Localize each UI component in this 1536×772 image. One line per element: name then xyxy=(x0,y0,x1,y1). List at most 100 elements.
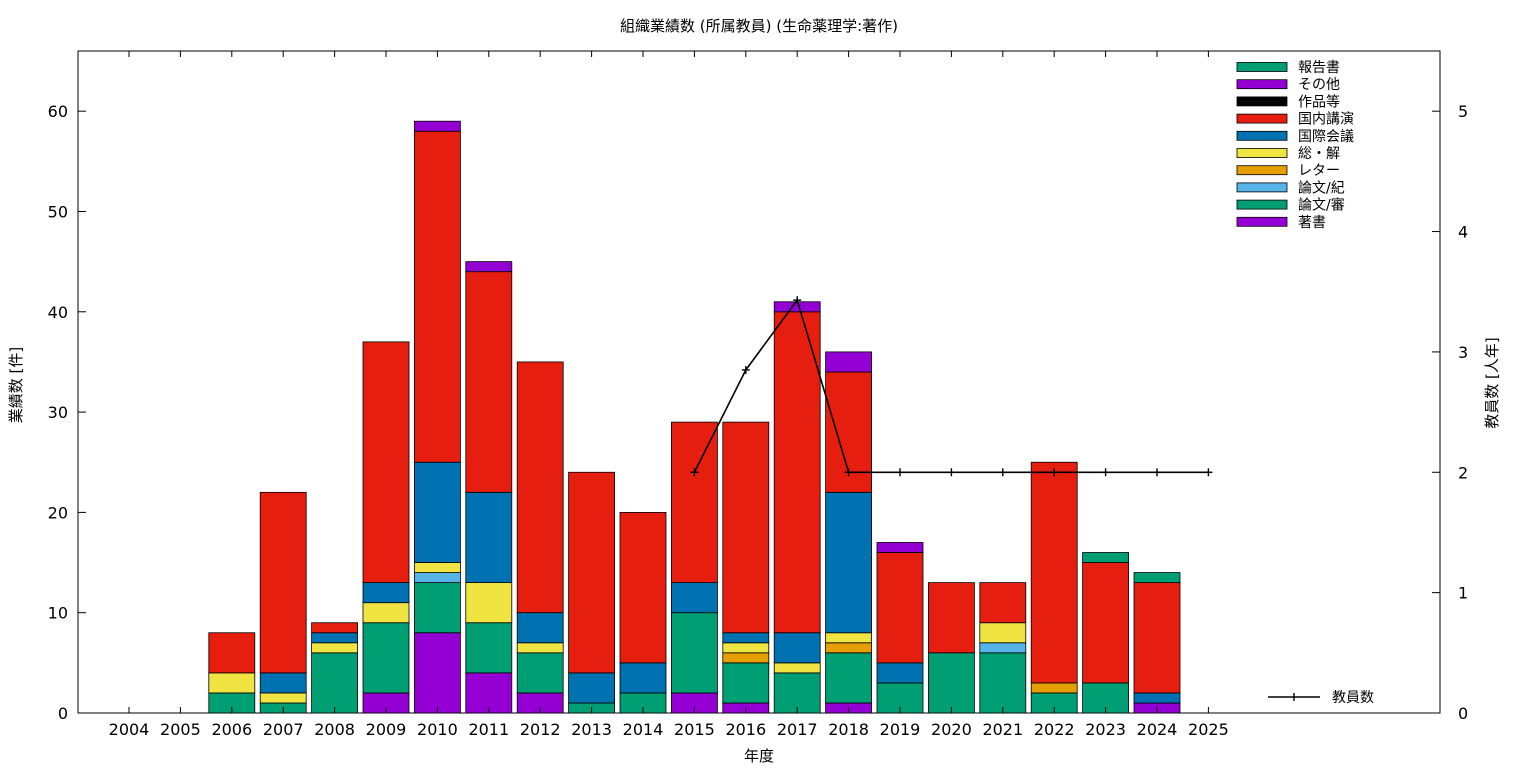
y2-tick-label-1: 1 xyxy=(1458,584,1468,603)
y-axis-label: 業績数 [件] xyxy=(7,347,25,423)
legend-swatch-国際会議 xyxy=(1236,130,1288,141)
bar-総・解-2021 xyxy=(979,622,1027,644)
y-tick-label-50: 50 xyxy=(48,202,68,221)
x-tick-label-2022: 2022 xyxy=(1034,720,1075,739)
point-教員数-2019 xyxy=(896,468,904,477)
x-tick-label-2008: 2008 xyxy=(314,720,355,739)
bar-著書-2010 xyxy=(413,632,461,714)
bar-国際会議-2014 xyxy=(619,662,667,694)
x-tick-label-2012: 2012 xyxy=(520,720,561,739)
legend-label-作品等: 作品等 xyxy=(1298,93,1340,110)
bar-国際会議-2008 xyxy=(311,632,359,644)
x-tick-label-2007: 2007 xyxy=(263,720,304,739)
bar-国際会議-2012 xyxy=(516,612,564,644)
bar-国際会議-2019 xyxy=(876,662,924,684)
x-tick-label-2023: 2023 xyxy=(1085,720,1126,739)
legend-label-報告書: 報告書 xyxy=(1298,60,1340,76)
y-tick-label-30: 30 xyxy=(48,403,68,422)
bar-報告書-2023 xyxy=(1082,552,1129,563)
bar-国内講演-2012 xyxy=(516,361,564,614)
bar-論文/審-2018 xyxy=(825,652,872,704)
bar-国内講演-2011 xyxy=(465,271,513,493)
bar-総・解-2012 xyxy=(516,642,564,654)
legend-label-レター: レター xyxy=(1298,163,1340,179)
point-教員数-2015 xyxy=(690,468,699,477)
bar-国際会議-2017 xyxy=(773,632,821,664)
x-tick-label-2020: 2020 xyxy=(931,720,972,739)
bar-国内講演-2016 xyxy=(722,421,770,634)
bar-報告書-2024 xyxy=(1133,572,1181,584)
bar-総・解-2018 xyxy=(825,632,872,644)
bar-国際会議-2015 xyxy=(671,582,718,614)
point-教員数-2024 xyxy=(1153,468,1161,477)
point-教員数-2020 xyxy=(947,468,956,477)
legend-swatch-その他 xyxy=(1236,79,1288,90)
y-tick-label-40: 40 xyxy=(48,303,68,322)
bar-論文/審-2009 xyxy=(362,622,410,694)
bar-国内講演-2024 xyxy=(1133,582,1181,694)
x-tick-label-2024: 2024 xyxy=(1137,720,1178,739)
bar-著書-2011 xyxy=(465,672,513,714)
bar-国際会議-2011 xyxy=(465,491,513,584)
bar-国内講演-2023 xyxy=(1082,562,1129,684)
bar-総・解-2011 xyxy=(465,582,513,624)
line-教員数 xyxy=(693,298,1209,474)
legend-swatch-作品等 xyxy=(1236,96,1288,107)
legend-label-国内講演: 国内講演 xyxy=(1298,112,1354,128)
bar-国内講演-2022 xyxy=(1030,461,1078,684)
x-tick-label-2006: 2006 xyxy=(211,720,252,739)
point-教員数-2021 xyxy=(998,468,1007,477)
line-layer xyxy=(690,296,1213,477)
bar-レター-2018 xyxy=(825,642,872,654)
legend-swatch-報告書 xyxy=(1236,62,1288,72)
x-tick-label-2010: 2010 xyxy=(417,720,458,739)
bar-国際会議-2013 xyxy=(568,672,615,704)
bar-国内講演-2007 xyxy=(259,491,307,674)
y-tick-label-10: 10 xyxy=(48,604,68,623)
bar-総・解-2017 xyxy=(773,662,821,674)
legend-swatch-レター xyxy=(1236,165,1288,176)
chart-title: 組織業績数 (所属教員) (生命薬理学:著作) xyxy=(620,17,898,35)
bar-国内講演-2008 xyxy=(311,622,359,634)
x-tick-label-2019: 2019 xyxy=(880,720,921,739)
bars-layer xyxy=(208,120,1181,714)
point-教員数-2018 xyxy=(844,468,853,477)
bar-国内講演-2009 xyxy=(362,341,410,584)
point-教員数-2025 xyxy=(1204,468,1213,477)
x-tick-label-2013: 2013 xyxy=(571,720,612,739)
bar-総・解-2006 xyxy=(208,672,256,694)
legend-swatch-総・解 xyxy=(1236,148,1288,158)
y-tick-label-20: 20 xyxy=(48,503,68,522)
legend-label-著書: 著書 xyxy=(1298,215,1326,231)
bar-論文/審-2017 xyxy=(773,672,821,714)
ticks-layer: 2004 2005 2006 2007 2008 2009 2010 2011 2012 2013… xyxy=(48,51,1468,739)
bar-国内講演-2020 xyxy=(928,582,975,654)
bar-国内講演-2013 xyxy=(568,471,615,674)
bar-論文/紀-2021 xyxy=(979,642,1027,654)
bar-その他-2018 xyxy=(825,351,872,373)
bar-その他-2019 xyxy=(876,542,924,553)
bar-論文/審-2011 xyxy=(465,622,513,674)
bar-論文/紀-2010 xyxy=(413,572,461,584)
bar-レター-2022 xyxy=(1030,682,1078,694)
x-tick-label-2014: 2014 xyxy=(623,720,664,739)
legend-label-論文/審: 論文/審 xyxy=(1298,198,1345,214)
legend-swatch-論文/紀 xyxy=(1236,182,1288,193)
x-tick-label-2016: 2016 xyxy=(725,720,766,739)
legend-label-国際会議: 国際会議 xyxy=(1298,128,1354,145)
bar-レター-2016 xyxy=(722,652,770,664)
bar-国際会議-2024 xyxy=(1133,692,1181,704)
bar-国際会議-2009 xyxy=(362,582,410,604)
legend-label-論文/紀: 論文/紀 xyxy=(1298,180,1345,196)
bar-論文/審-2021 xyxy=(979,652,1027,714)
x-tick-label-2005: 2005 xyxy=(160,720,201,739)
bar-総・解-2009 xyxy=(362,602,410,624)
y2-tick-label-0: 0 xyxy=(1458,704,1468,723)
bar-国内講演-2017 xyxy=(773,311,821,634)
x-tick-label-2004: 2004 xyxy=(109,720,150,739)
bar-論文/審-2020 xyxy=(928,652,975,714)
y2-tick-label-2: 2 xyxy=(1458,463,1468,482)
bar-国際会議-2010 xyxy=(413,461,461,563)
legend-label-その他: その他 xyxy=(1298,77,1340,93)
